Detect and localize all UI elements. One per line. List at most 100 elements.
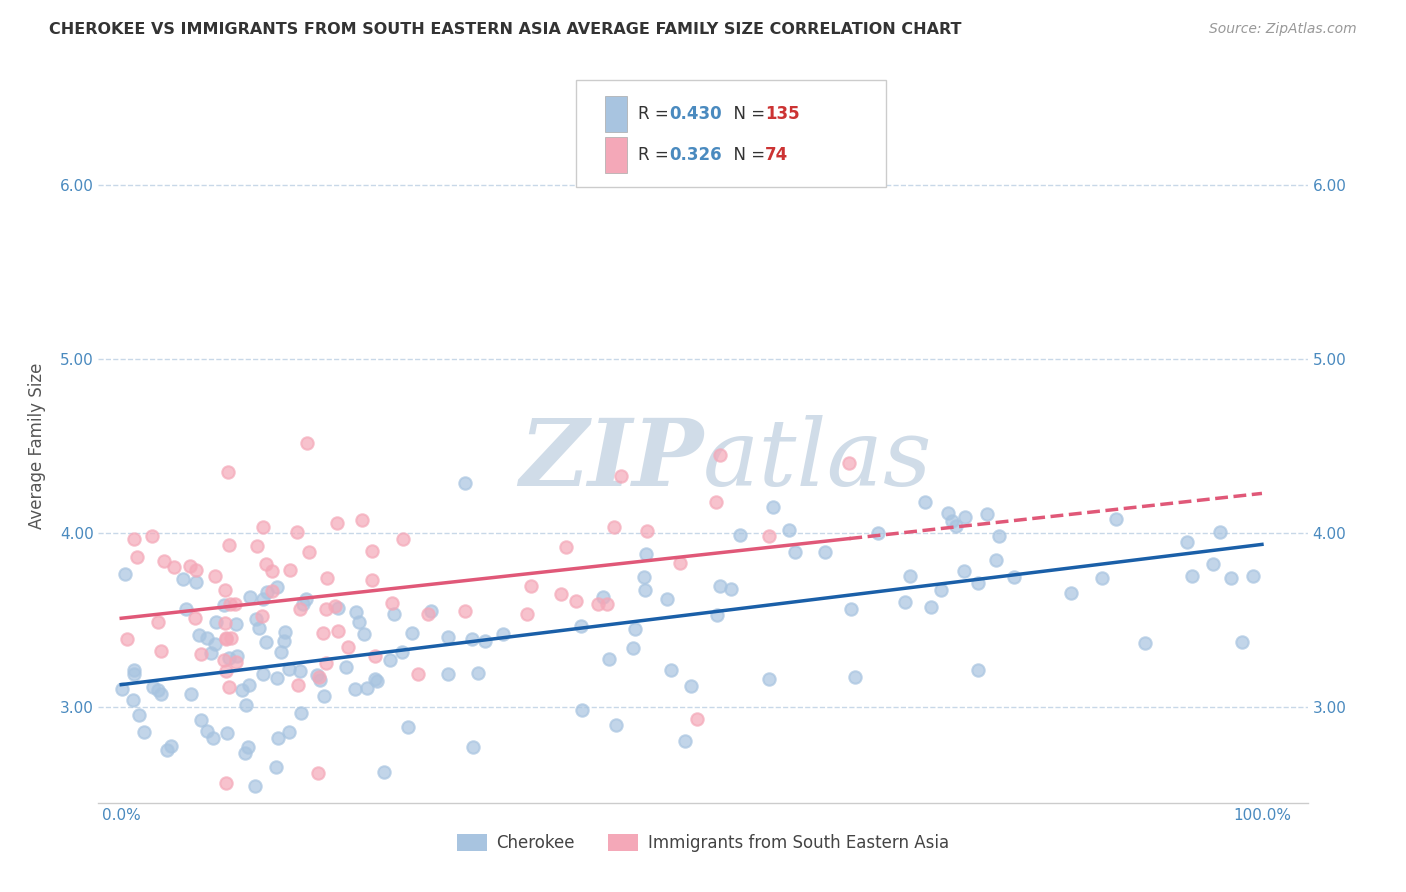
Point: [245, 612, 267, 626]
Point: [219, 598, 242, 612]
Point: [224, 597, 246, 611]
Point: [343, 682, 366, 697]
Point: [610, 469, 633, 483]
Point: [364, 672, 387, 686]
Point: [396, 720, 419, 734]
Point: [783, 545, 806, 559]
Point: [150, 644, 173, 658]
Text: R =: R =: [638, 105, 675, 123]
Point: [267, 731, 290, 745]
Point: [382, 607, 405, 622]
Point: [353, 627, 375, 641]
Point: [492, 626, 515, 640]
Point: [1060, 586, 1083, 600]
Point: [844, 670, 866, 684]
Point: [416, 607, 439, 621]
Point: [214, 653, 236, 667]
Point: [159, 739, 181, 754]
Point: [128, 708, 150, 723]
Point: [1181, 568, 1204, 582]
Point: [122, 666, 145, 681]
Point: [706, 607, 728, 622]
Point: [920, 600, 942, 615]
Text: R =: R =: [638, 146, 675, 164]
Point: [1002, 570, 1025, 584]
Point: [520, 579, 543, 593]
Point: [218, 651, 240, 665]
Point: [437, 630, 460, 644]
Point: [252, 591, 274, 606]
Point: [868, 526, 890, 541]
Point: [316, 571, 339, 585]
Point: [298, 545, 321, 559]
Point: [378, 653, 401, 667]
Point: [929, 582, 952, 597]
Point: [142, 680, 165, 694]
Point: [636, 547, 658, 561]
Point: [239, 590, 262, 604]
Point: [349, 615, 371, 629]
Point: [762, 500, 785, 514]
Point: [1209, 525, 1232, 540]
Point: [204, 637, 226, 651]
Point: [187, 628, 209, 642]
Point: [550, 587, 572, 601]
Point: [215, 631, 238, 645]
Point: [633, 570, 655, 584]
Point: [1230, 635, 1253, 649]
Point: [657, 592, 679, 607]
Point: [215, 665, 238, 679]
Point: [987, 529, 1010, 543]
Point: [290, 706, 312, 720]
Point: [308, 670, 330, 684]
Point: [195, 631, 218, 645]
Point: [291, 598, 314, 612]
Point: [212, 598, 235, 612]
Point: [162, 559, 184, 574]
Point: [1105, 512, 1128, 526]
Point: [202, 731, 225, 746]
Point: [111, 681, 134, 696]
Point: [326, 516, 349, 530]
Point: [288, 601, 311, 615]
Point: [252, 520, 274, 534]
Point: [758, 672, 780, 686]
Point: [266, 580, 288, 594]
Point: [273, 634, 295, 648]
Point: [623, 622, 645, 636]
Point: [231, 682, 253, 697]
Point: [254, 635, 277, 649]
Point: [602, 520, 624, 534]
Point: [952, 564, 974, 578]
Point: [569, 619, 592, 633]
Point: [326, 624, 349, 639]
Point: [381, 596, 404, 610]
Point: [352, 513, 374, 527]
Point: [1177, 535, 1199, 549]
Point: [256, 585, 278, 599]
Point: [260, 584, 283, 599]
Point: [704, 495, 727, 509]
Point: [941, 514, 963, 528]
Point: [596, 597, 619, 611]
Point: [898, 569, 921, 583]
Point: [236, 739, 259, 754]
Point: [437, 667, 460, 681]
Point: [215, 726, 238, 740]
Point: [214, 582, 236, 597]
Point: [315, 656, 337, 670]
Point: [295, 436, 318, 450]
Point: [312, 689, 335, 703]
Point: [309, 673, 332, 687]
Point: [669, 556, 692, 570]
Point: [238, 677, 260, 691]
Text: 74: 74: [765, 146, 789, 164]
Point: [294, 592, 316, 607]
Point: [219, 631, 242, 645]
Point: [146, 682, 169, 697]
Point: [246, 539, 269, 553]
Text: 135: 135: [765, 105, 800, 123]
Point: [262, 564, 284, 578]
Point: [217, 465, 239, 479]
Point: [474, 633, 496, 648]
